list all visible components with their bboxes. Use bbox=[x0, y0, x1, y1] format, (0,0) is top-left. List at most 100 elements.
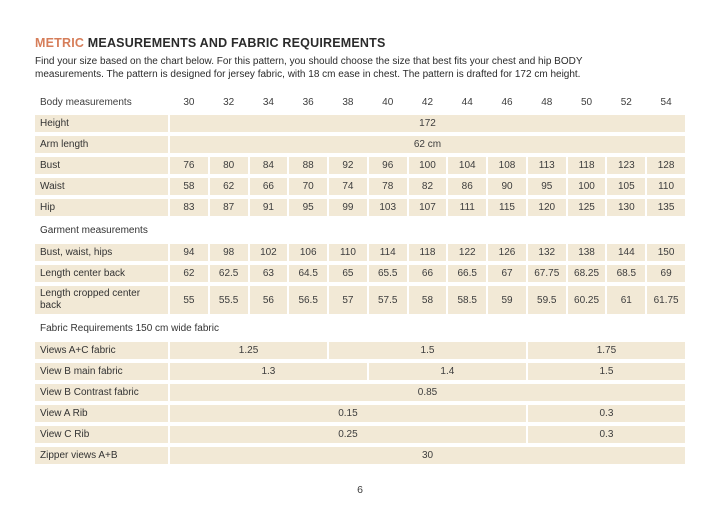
bust-value: 108 bbox=[488, 157, 526, 174]
row-views-ac-label: Views A+C fabric bbox=[35, 342, 168, 359]
view-b-main-value: 1.3 bbox=[170, 363, 367, 380]
size-col-header: 52 bbox=[620, 97, 632, 108]
hip-value: 87 bbox=[209, 199, 248, 216]
cropped-value: 58.5 bbox=[448, 286, 487, 314]
waist-value: 82 bbox=[408, 178, 447, 195]
views-ac-value: 1.75 bbox=[527, 342, 685, 359]
fabric-section-label: Fabric Requirements 150 cm wide fabric bbox=[40, 322, 219, 334]
page-content: METRIC MEASUREMENTS AND FABRIC REQUIREME… bbox=[33, 37, 720, 468]
size-col-header: 42 bbox=[421, 97, 434, 108]
row-bust-waist-hips: Bust, waist, hips 94 98 102 106 110 114 … bbox=[35, 244, 685, 261]
waist-value: 78 bbox=[368, 178, 407, 195]
cropped-value: 56.5 bbox=[289, 286, 328, 314]
row-arm-length: Arm length 62 cm bbox=[35, 136, 685, 153]
size-col-header: 44 bbox=[461, 97, 473, 108]
hip-value: 135 bbox=[647, 199, 685, 216]
bust-value: 84 bbox=[249, 157, 288, 174]
cropped-value: 57.5 bbox=[368, 286, 407, 314]
size-col-header: 38 bbox=[342, 97, 354, 108]
bwh-value: 126 bbox=[488, 244, 526, 261]
bust-value: 96 bbox=[368, 157, 407, 174]
row-height-value: 172 bbox=[170, 115, 685, 132]
row-view-a-rib-label: View A Rib bbox=[35, 405, 168, 422]
hip-value: 99 bbox=[329, 199, 367, 216]
bust-value: 92 bbox=[329, 157, 367, 174]
size-header-row: Body measurements 30 32 34 36 38 40 42 4… bbox=[35, 94, 685, 111]
hip-value: 95 bbox=[289, 199, 328, 216]
page-title: METRIC MEASUREMENTS AND FABRIC REQUIREME… bbox=[35, 37, 720, 50]
page-title-rest: MEASUREMENTS AND FABRIC REQUIREMENTS bbox=[84, 36, 386, 50]
waist-value: 86 bbox=[448, 178, 487, 195]
waist-value: 105 bbox=[607, 178, 646, 195]
garment-section-row: Garment measurements bbox=[35, 220, 685, 240]
hip-value: 91 bbox=[249, 199, 288, 216]
row-lcb-label: Length center back bbox=[35, 265, 168, 282]
row-height: Height 172 bbox=[35, 115, 685, 132]
bwh-value: 106 bbox=[289, 244, 328, 261]
hip-value: 107 bbox=[408, 199, 447, 216]
row-bust: Bust 76 80 84 88 92 96 100 104 108 113 1… bbox=[35, 157, 685, 174]
bwh-value: 118 bbox=[408, 244, 447, 261]
cropped-value: 55.5 bbox=[209, 286, 248, 314]
waist-value: 110 bbox=[647, 178, 685, 195]
size-col-header: 40 bbox=[382, 97, 394, 108]
cropped-value: 57 bbox=[329, 286, 367, 314]
page-title-accent: METRIC bbox=[35, 36, 85, 50]
hip-value: 103 bbox=[368, 199, 407, 216]
row-hip: Hip 83 87 91 95 99 103 107 111 115 120 1… bbox=[35, 199, 685, 216]
row-zipper: Zipper views A+B 30 bbox=[35, 447, 685, 464]
bwh-value: 114 bbox=[368, 244, 407, 261]
size-chart-table: Body measurements 30 32 34 36 38 40 42 4… bbox=[33, 90, 687, 468]
row-zipper-label: Zipper views A+B bbox=[35, 447, 168, 464]
intro-text-line2: measurements. The pattern is designed fo… bbox=[35, 69, 581, 80]
row-waist-label: Waist bbox=[35, 178, 168, 195]
view-c-rib-value: 0.3 bbox=[527, 426, 685, 443]
bwh-value: 144 bbox=[607, 244, 646, 261]
cropped-value: 59.5 bbox=[527, 286, 566, 314]
hip-value: 125 bbox=[567, 199, 606, 216]
row-length-center-back: Length center back 62 62.5 63 64.5 65 65… bbox=[35, 265, 685, 282]
size-col-header: 34 bbox=[262, 97, 274, 108]
lcb-value: 62.5 bbox=[209, 265, 248, 282]
size-col-header: 54 bbox=[660, 97, 672, 108]
cropped-value: 58 bbox=[408, 286, 447, 314]
lcb-value: 66 bbox=[408, 265, 447, 282]
bust-value: 88 bbox=[289, 157, 328, 174]
cropped-value: 56 bbox=[249, 286, 288, 314]
waist-value: 74 bbox=[329, 178, 367, 195]
row-waist: Waist 58 62 66 70 74 78 82 86 90 95 100 … bbox=[35, 178, 685, 195]
waist-value: 70 bbox=[289, 178, 328, 195]
hip-value: 120 bbox=[527, 199, 566, 216]
row-view-a-rib: View A Rib 0.15 0.3 bbox=[35, 405, 685, 422]
lcb-value: 68.5 bbox=[607, 265, 646, 282]
waist-value: 62 bbox=[209, 178, 248, 195]
bust-value: 104 bbox=[448, 157, 487, 174]
bwh-value: 110 bbox=[329, 244, 367, 261]
row-bust-label: Bust bbox=[35, 157, 168, 174]
row-view-b-main: View B main fabric 1.3 1.4 1.5 bbox=[35, 363, 685, 380]
bust-value: 100 bbox=[408, 157, 447, 174]
size-col-header: 36 bbox=[302, 97, 314, 108]
bust-value: 118 bbox=[567, 157, 606, 174]
cropped-value: 60.25 bbox=[567, 286, 606, 314]
row-view-b-contrast-label: View B Contrast fabric bbox=[35, 384, 168, 401]
bwh-value: 122 bbox=[448, 244, 487, 261]
view-b-contrast-value: 0.85 bbox=[170, 384, 685, 401]
size-col-header: 46 bbox=[501, 97, 513, 108]
bwh-value: 98 bbox=[209, 244, 248, 261]
waist-value: 90 bbox=[488, 178, 526, 195]
row-view-b-main-label: View B main fabric bbox=[35, 363, 168, 380]
cropped-value: 61 bbox=[607, 286, 646, 314]
view-a-rib-value: 0.3 bbox=[527, 405, 685, 422]
hip-value: 111 bbox=[448, 199, 487, 216]
bust-value: 80 bbox=[209, 157, 248, 174]
bust-value: 128 bbox=[647, 157, 685, 174]
lcb-value: 65.5 bbox=[368, 265, 407, 282]
row-bwh-label: Bust, waist, hips bbox=[35, 244, 168, 261]
cropped-value: 59 bbox=[488, 286, 526, 314]
page-number: 6 bbox=[357, 484, 363, 496]
row-cropped-label: Length cropped center back bbox=[35, 286, 168, 314]
waist-value: 66 bbox=[249, 178, 288, 195]
size-header-label: Body measurements bbox=[40, 97, 132, 108]
view-b-main-value: 1.5 bbox=[527, 363, 685, 380]
